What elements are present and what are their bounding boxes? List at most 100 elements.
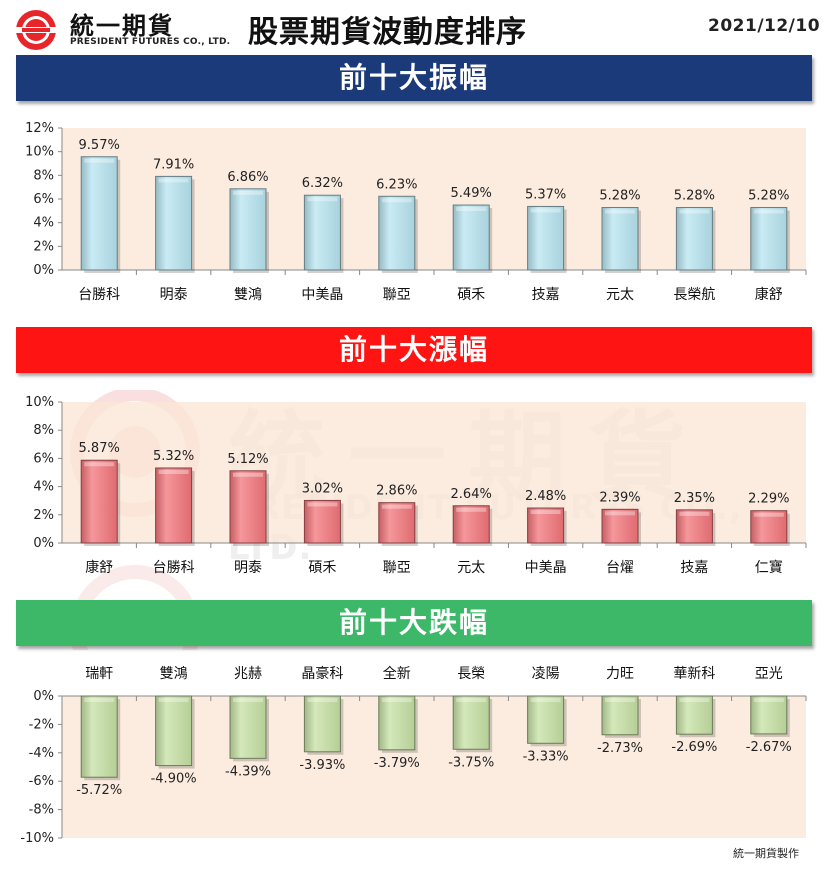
bar	[378, 195, 416, 271]
bar-highlight	[233, 472, 263, 477]
bar	[601, 207, 639, 271]
category-label: 力旺	[606, 666, 634, 682]
bar-highlight	[456, 698, 487, 702]
bar-highlight	[605, 511, 635, 516]
y-tick-label: 6%	[33, 451, 54, 466]
company-name-cn: 統一期貨	[70, 12, 174, 40]
data-label: -5.72%	[76, 783, 122, 798]
category-label: 長榮航	[673, 287, 715, 303]
data-label: 7.91%	[153, 157, 194, 172]
bar	[303, 194, 341, 271]
data-label: 5.28%	[599, 189, 640, 204]
bar	[378, 695, 416, 751]
y-tick-label: 0%	[33, 536, 54, 551]
bar-highlight	[307, 502, 338, 507]
company-name-en: PRESIDENT FUTURES CO., LTD.	[70, 37, 231, 47]
category-label: 碩禾	[308, 560, 336, 576]
bar	[229, 695, 267, 759]
data-label: -3.93%	[299, 758, 345, 773]
company-logo-icon	[16, 10, 56, 50]
bar-highlight	[307, 698, 338, 702]
category-label: 聯亞	[383, 287, 411, 303]
category-label: 中美晶	[525, 560, 567, 576]
bar	[303, 499, 341, 544]
category-label: 元太	[457, 560, 485, 576]
bar-highlight	[456, 207, 487, 212]
data-label: -2.69%	[671, 740, 717, 755]
bar	[675, 695, 713, 735]
page-title: 股票期貨波動度排序	[248, 15, 527, 50]
category-label: 明泰	[160, 287, 188, 303]
data-label: 3.02%	[302, 481, 343, 496]
y-tick-label: -2%	[29, 717, 54, 732]
chart-losers: 0% -2% -4% -6% -8% -10% -5.72% 瑞軒 -4.90% 雙鴻 -4.39%…	[20, 665, 807, 846]
data-label: 5.12%	[227, 452, 268, 467]
y-tick-label: 8%	[33, 423, 54, 438]
bar-highlight	[753, 209, 784, 214]
bar	[229, 470, 267, 544]
category-label: 雙鴻	[234, 287, 262, 303]
bar-highlight	[158, 698, 189, 702]
y-tick-label: 4%	[33, 216, 54, 231]
bar-highlight	[753, 512, 784, 517]
bar	[303, 695, 341, 753]
category-label: 技嘉	[532, 287, 560, 303]
category-label: 聯亞	[383, 560, 411, 576]
category-label: 瑞軒	[85, 666, 113, 682]
y-tick-label: -10%	[20, 831, 54, 846]
chart-3-banner: 前十大跌幅	[16, 600, 812, 646]
data-label: 9.57%	[79, 138, 120, 153]
bar-highlight	[158, 178, 189, 183]
category-label: 明泰	[234, 560, 262, 576]
data-label: -2.73%	[597, 741, 643, 756]
bar-highlight	[456, 507, 487, 512]
data-label: 5.32%	[153, 449, 194, 464]
data-label: -3.75%	[448, 755, 494, 770]
bar	[750, 207, 788, 271]
data-label: 5.37%	[525, 187, 566, 202]
y-tick-label: -4%	[29, 746, 54, 761]
data-label: 5.87%	[79, 441, 120, 456]
bar-highlight	[307, 197, 338, 202]
data-label: 6.32%	[302, 176, 343, 191]
data-label: 2.39%	[599, 490, 640, 505]
bar	[527, 507, 565, 544]
bar-highlight	[381, 698, 412, 702]
y-tick-label: 2%	[33, 508, 54, 523]
chart-gainers: 0% 2% 4% 6% 8% 10% 5.87% 康舒 5.32% 台勝科 5.12% 明泰 3.02%…	[25, 395, 807, 576]
bar-highlight	[530, 510, 561, 515]
bar-highlight	[84, 698, 115, 702]
category-label: 康舒	[755, 286, 783, 303]
category-label: 台燿	[606, 560, 634, 576]
bar	[452, 204, 490, 271]
bar-highlight	[84, 462, 115, 467]
category-label: 晶豪科	[301, 666, 343, 682]
bar-highlight	[233, 190, 263, 195]
bar-highlight	[753, 698, 784, 702]
y-tick-label: 6%	[33, 192, 54, 207]
y-tick-label: 8%	[33, 168, 54, 183]
y-tick-label: 0%	[33, 689, 54, 704]
bar	[675, 207, 713, 271]
data-label: 5.49%	[451, 186, 492, 201]
chart-amplitude: 0% 2% 4% 6% 8% 10% 12% 9.57% 台勝科 7.91% 明泰 6.86% 雙鴻 6.…	[25, 121, 807, 303]
bar	[155, 467, 193, 544]
data-label: 6.23%	[376, 177, 417, 192]
y-tick-label: 2%	[33, 239, 54, 254]
category-label: 技嘉	[680, 560, 708, 576]
y-tick-label: 0%	[33, 263, 54, 278]
bar	[601, 695, 639, 736]
bar	[750, 695, 788, 735]
category-label: 長榮	[457, 666, 485, 682]
footer-credit: 統一期貨製作	[733, 847, 799, 860]
bar	[527, 205, 565, 271]
bar-highlight	[233, 698, 263, 702]
data-label: 5.28%	[748, 189, 789, 204]
bar	[675, 509, 713, 544]
bar-highlight	[605, 209, 635, 214]
data-label: 2.86%	[376, 484, 417, 499]
data-label: -4.90%	[151, 772, 197, 787]
bar-highlight	[530, 698, 561, 702]
category-label: 碩禾	[457, 287, 485, 303]
bar-highlight	[679, 511, 710, 516]
